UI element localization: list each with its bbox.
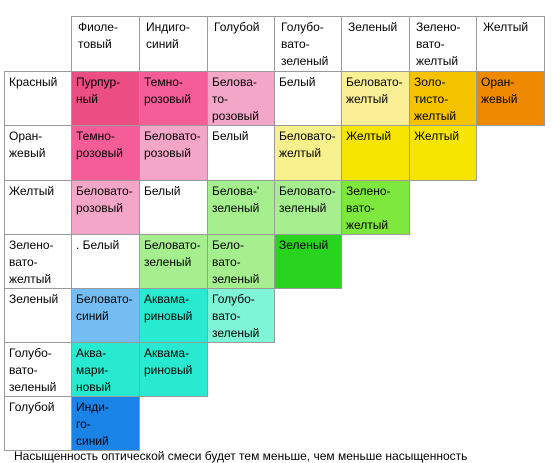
column-header: Голубо- вато- зеленый — [274, 16, 342, 72]
caption-text: Насыщенность оптической смеси будет тем … — [14, 449, 468, 463]
column-header: Голубой — [207, 16, 275, 72]
mix-cell: Белова-' зеленый — [207, 180, 275, 235]
mix-cell: Желтый — [341, 125, 410, 181]
mix-cell: Аква- мари- новый — [71, 342, 140, 397]
mix-cell: Беловато- розовый — [71, 180, 140, 235]
row-header: Красный — [4, 71, 72, 126]
column-header: Фиоле- товый — [71, 16, 140, 72]
mix-cell: Беловато- желтый — [341, 71, 410, 126]
mix-cell: Темно- розовый — [139, 71, 208, 126]
row-header: Зеленый — [4, 288, 72, 343]
column-header: Зеленый — [341, 16, 410, 72]
mix-cell: . Белый — [71, 234, 140, 289]
row-header: Желтый — [4, 180, 72, 235]
mix-cell: Белова- то- розовый — [207, 71, 275, 126]
mix-cell: Беловато- синий — [71, 288, 140, 343]
mix-cell: Зеленый — [274, 234, 342, 289]
mix-cell: Оран- жевый — [476, 71, 545, 126]
mix-cell: Белый — [274, 71, 342, 126]
mix-cell: Темно- розовый — [71, 125, 140, 181]
row-header: Голубо- вато- зеленый — [4, 342, 72, 397]
mix-cell: Беловато- розовый — [139, 125, 208, 181]
mix-cell: Белый — [139, 180, 208, 235]
row-header: Оран- жевый — [4, 125, 72, 181]
mix-cell: Золо- тисто- желтый — [409, 71, 477, 126]
column-header: Индиго- синий — [139, 16, 208, 72]
row-header: Зелено- вато- желтый — [4, 234, 72, 289]
mix-cell: Голубо- вато- зеленый — [207, 288, 275, 343]
mix-cell: Аквама- риновый — [139, 342, 208, 397]
mix-cell: Белый — [207, 125, 275, 181]
mix-cell: Пурпур- ный — [71, 71, 140, 126]
mix-cell: Зелено- вато- желтый — [341, 180, 410, 235]
mix-cell: Беловато- желтый — [274, 125, 342, 181]
column-header: Желтый — [476, 16, 545, 72]
row-header: Голубой — [4, 396, 72, 451]
mix-cell: Инди- го- синий — [71, 396, 140, 451]
mix-cell: Беловато- зеленый — [139, 234, 208, 289]
mix-cell: Бело- вато- зеленый — [207, 234, 275, 289]
mix-cell: Аквама- риновый — [139, 288, 208, 343]
mix-cell: Беловато- зеленый — [274, 180, 342, 235]
column-header: Зелено- вато- желтый — [409, 16, 477, 72]
mix-cell: Желтый — [409, 125, 477, 181]
